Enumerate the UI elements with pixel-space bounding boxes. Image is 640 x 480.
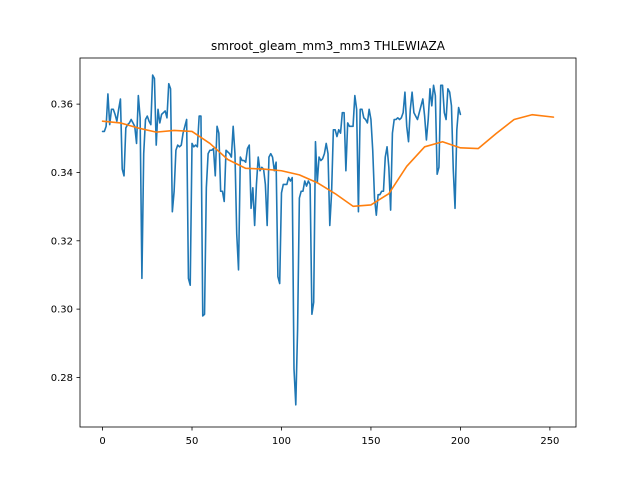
x-tick-label: 200 — [451, 436, 470, 447]
x-tick-label: 150 — [361, 436, 380, 447]
y-tick-label: 0.32 — [51, 236, 73, 247]
x-tick-label: 100 — [272, 436, 291, 447]
x-axis: 0 50 100 150 200 250 — [99, 427, 559, 447]
y-tick-label: 0.30 — [51, 305, 73, 316]
plot-frame — [79, 57, 577, 428]
y-tick-label: 0.34 — [51, 168, 73, 179]
y-tick-label: 0.28 — [51, 373, 73, 384]
series-layer — [101, 74, 555, 406]
x-tick-label: 250 — [540, 436, 559, 447]
series-line-0 — [101, 74, 462, 406]
series-line-1 — [101, 113, 555, 208]
chart-title: smroot_gleam_mm3_mm3 THLEWIAZA — [211, 39, 446, 53]
x-tick-label: 0 — [99, 436, 105, 447]
x-tick-label: 50 — [186, 436, 199, 447]
y-tick-label: 0.36 — [51, 100, 73, 111]
y-axis: 0.28 0.30 0.32 0.34 0.36 — [51, 100, 80, 384]
